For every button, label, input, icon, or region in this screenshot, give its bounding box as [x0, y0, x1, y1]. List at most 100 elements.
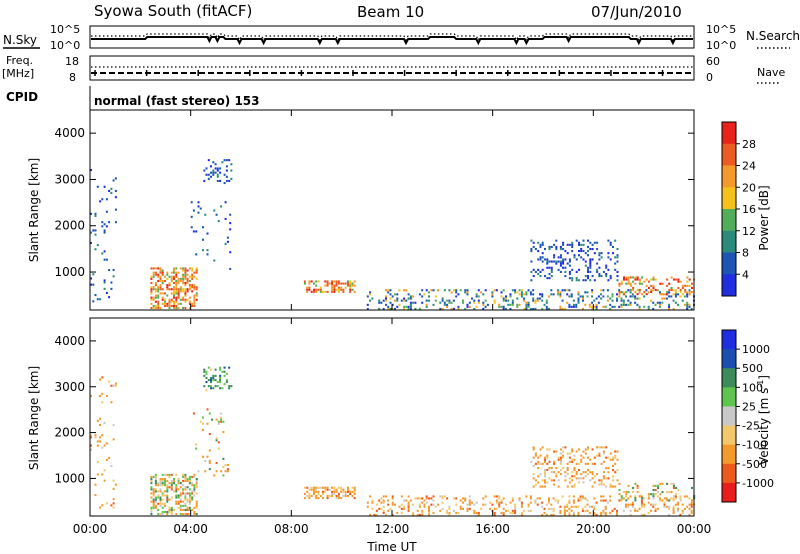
data-cell: [205, 389, 208, 392]
data-cell: [324, 486, 327, 489]
data-cell: [541, 241, 544, 244]
data-cell: [164, 490, 166, 493]
data-cell: [394, 293, 396, 296]
data-cell: [525, 307, 528, 310]
data-cell: [150, 302, 153, 305]
data-cell: [337, 290, 340, 293]
data-cell: [351, 490, 354, 493]
data-cell: [202, 428, 204, 431]
data-cell: [509, 307, 512, 310]
data-cell: [684, 284, 687, 287]
data-cell: [539, 297, 541, 300]
data-cell: [582, 295, 584, 298]
data-cell: [634, 497, 637, 500]
data-cell: [552, 507, 555, 510]
data-cell: [337, 494, 340, 497]
data-cell: [652, 284, 655, 287]
data-cell: [588, 305, 591, 308]
data-cell: [593, 481, 596, 484]
data-cell: [511, 511, 514, 514]
data-cell: [634, 301, 637, 304]
data-cell: [226, 236, 229, 239]
data-cell: [557, 256, 560, 259]
data-cell: [636, 293, 639, 296]
data-cell: [152, 288, 155, 291]
data-cell: [563, 307, 566, 310]
data-cell: [90, 231, 92, 234]
data-cell: [166, 304, 169, 307]
data-cell: [110, 384, 113, 387]
data-cell: [631, 503, 634, 506]
data-cell: [210, 175, 212, 178]
data-cell: [527, 301, 530, 304]
data-cell: [553, 471, 556, 474]
data-cell: [584, 279, 587, 282]
data-cell: [170, 279, 173, 282]
data-cell: [681, 511, 684, 514]
data-cell: [195, 506, 198, 509]
data-cell: [625, 495, 627, 498]
data-cell: [182, 473, 185, 476]
data-cell: [462, 299, 464, 302]
data-cell: [313, 492, 315, 495]
data-cell: [166, 480, 169, 483]
data-cell: [389, 301, 392, 304]
data-cell: [523, 297, 526, 300]
data-cell: [537, 462, 540, 465]
data-cell: [466, 303, 469, 306]
data-cell: [532, 268, 535, 271]
data-cell: [175, 296, 178, 299]
data-cell: [464, 497, 467, 500]
data-cell: [324, 490, 327, 493]
data-cell: [511, 289, 514, 292]
data-cell: [546, 448, 549, 451]
data-cell: [611, 509, 614, 512]
data-cell: [559, 511, 562, 514]
data-cell: [342, 488, 345, 491]
data-cell: [616, 297, 618, 300]
data-cell: [559, 460, 562, 463]
data-cell: [331, 282, 334, 285]
data-cell: [92, 283, 95, 286]
data-cell: [319, 486, 322, 489]
data-cell: [523, 307, 526, 310]
data-cell: [166, 511, 169, 514]
data-cell: [650, 509, 652, 512]
data-cell: [308, 494, 311, 497]
data-cell: [103, 258, 106, 261]
data-cell: [640, 505, 643, 508]
data-cell: [529, 293, 532, 296]
data-cell: [614, 239, 617, 242]
data-cell: [432, 289, 435, 292]
colorbar-segment: [722, 187, 736, 210]
data-cell: [600, 275, 603, 278]
data-cell: [205, 167, 208, 170]
data-cell: [640, 501, 643, 504]
data-cell: [175, 494, 178, 497]
data-cell: [579, 497, 582, 500]
data-cell: [228, 179, 231, 182]
data-cell: [670, 276, 673, 279]
data-cell: [559, 448, 562, 451]
data-cell: [570, 293, 573, 296]
data-cell: [559, 452, 562, 455]
data-cell: [380, 507, 383, 510]
data-cell: [629, 301, 632, 304]
data-cell: [598, 254, 601, 257]
data-cell: [580, 458, 583, 461]
data-cell: [534, 452, 537, 455]
data-cell: [99, 423, 102, 426]
data-cell: [219, 368, 222, 371]
data-cell: [446, 511, 449, 514]
data-cell: [604, 511, 607, 514]
data-cell: [103, 421, 106, 424]
data-cell: [625, 291, 628, 294]
data-cell: [665, 497, 668, 500]
colorbar-segment: [722, 143, 736, 166]
data-cell: [652, 495, 655, 498]
data-cell: [537, 460, 540, 463]
data-cell: [184, 494, 187, 497]
data-cell: [205, 376, 208, 379]
data-cell: [518, 289, 521, 292]
data-cell: [450, 301, 453, 304]
